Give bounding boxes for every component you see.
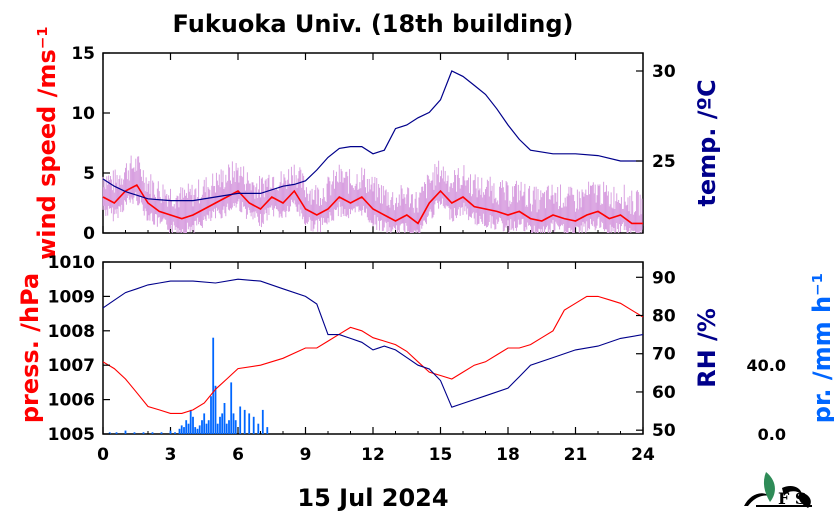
leaf-logo-icon: F S bbox=[744, 472, 812, 508]
precipitation-bar bbox=[234, 420, 237, 434]
humidity-axis-ticks: 50 60 70 80 90 bbox=[636, 268, 676, 441]
temperature-axis-label: temp. /ºC bbox=[693, 79, 721, 206]
time-tick-label: 18 bbox=[496, 445, 520, 465]
precipitation-bar bbox=[151, 432, 154, 434]
bottom-tick-marks bbox=[102, 262, 644, 434]
pressure-tick-label: 1008 bbox=[48, 322, 95, 342]
humidity-axis-label: RH /% bbox=[693, 308, 721, 388]
time-tick-label: 3 bbox=[165, 445, 177, 465]
temperature-axis-ticks: 25 30 bbox=[636, 62, 676, 172]
pressure-axis-ticks: 1005 1006 1007 1008 1009 1010 bbox=[48, 253, 110, 445]
precipitation-bar bbox=[212, 337, 215, 434]
chart-title: Fukuoka Univ. (18th building) bbox=[173, 10, 574, 38]
wind-tick-label: 10 bbox=[71, 104, 95, 124]
pressure-tick-label: 1007 bbox=[48, 356, 95, 376]
humidity-tick-label: 70 bbox=[652, 345, 676, 365]
pressure-tick-label: 1010 bbox=[48, 253, 95, 273]
humidity-line bbox=[102, 278, 644, 408]
precipitation-bar bbox=[210, 396, 212, 434]
precipitation-bar bbox=[248, 413, 251, 434]
time-tick-label: 21 bbox=[564, 445, 588, 465]
precipitation-bar bbox=[160, 432, 163, 434]
wind-axis-ticks: 0 5 10 15 bbox=[71, 44, 110, 244]
pressure-tick-label: 1005 bbox=[48, 425, 95, 445]
wind-raw-band bbox=[102, 155, 643, 233]
precipitation-bar bbox=[185, 420, 188, 434]
precipitation-bar bbox=[225, 423, 228, 434]
precipitation-bar bbox=[194, 427, 197, 434]
time-tick-label: 9 bbox=[300, 445, 312, 465]
humidity-tick-label: 60 bbox=[652, 383, 676, 403]
precipitation-bar bbox=[169, 430, 172, 434]
precipitation-bar bbox=[108, 432, 111, 434]
precipitation-bar bbox=[198, 425, 201, 434]
pressure-humidity-panel: 1005 1006 1007 1008 1009 1010 50 60 70 80 90 0 3 6 9… bbox=[16, 253, 834, 465]
precipitation-bar bbox=[124, 430, 127, 434]
wind-tick-label: 0 bbox=[83, 224, 95, 244]
precipitation-bar bbox=[183, 427, 185, 434]
precipitation-bar bbox=[232, 413, 235, 434]
precipitation-bar bbox=[189, 409, 192, 434]
precipitation-axis-label: pr. /mm h⁻¹ bbox=[808, 273, 834, 423]
wind-speed-line bbox=[102, 183, 643, 225]
precipitation-axis-ticks: 0.0 40.0 bbox=[747, 356, 786, 444]
precipitation-bar bbox=[228, 420, 230, 434]
pressure-line bbox=[102, 295, 644, 414]
precipitation-bar bbox=[219, 416, 221, 434]
svg-text:F S: F S bbox=[778, 489, 806, 508]
time-axis-ticks: 0 3 6 9 12 15 18 21 24 bbox=[97, 445, 655, 465]
precipitation-tick-label: 0.0 bbox=[758, 425, 786, 444]
precipitation-bar bbox=[201, 420, 203, 434]
precipitation-bar bbox=[142, 432, 145, 434]
temperature-tick-label: 30 bbox=[652, 62, 676, 82]
humidity-tick-label: 80 bbox=[652, 307, 676, 327]
precipitation-bar bbox=[192, 416, 194, 434]
time-tick-label: 0 bbox=[97, 445, 109, 465]
wind-tick-label: 15 bbox=[71, 44, 95, 64]
bottom-plot-frame bbox=[102, 261, 644, 435]
pressure-tick-label: 1009 bbox=[48, 287, 95, 307]
top-tick-marks bbox=[102, 53, 644, 233]
precipitation-bars bbox=[108, 337, 269, 434]
precipitation-bar bbox=[203, 413, 206, 434]
precipitation-bar bbox=[239, 406, 242, 434]
precipitation-bar bbox=[252, 416, 255, 434]
precipitation-bar bbox=[180, 425, 183, 434]
humidity-tick-label: 50 bbox=[652, 421, 676, 441]
precipitation-bar bbox=[221, 413, 224, 434]
time-tick-label: 6 bbox=[232, 445, 244, 465]
precipitation-bar bbox=[207, 420, 210, 434]
precipitation-bar bbox=[178, 428, 181, 434]
temperature-line bbox=[102, 70, 643, 202]
precipitation-bar bbox=[230, 382, 233, 434]
wind-temperature-panel: 0 5 10 15 25 30 wind speed /ms⁻¹ temp. /ºC bbox=[33, 26, 721, 260]
precipitation-bar bbox=[243, 409, 246, 434]
humidity-tick-label: 90 bbox=[652, 268, 676, 288]
precipitation-bar bbox=[216, 423, 219, 434]
time-tick-label: 15 bbox=[429, 445, 453, 465]
precipitation-bar bbox=[257, 423, 260, 434]
precipitation-bar bbox=[214, 385, 217, 434]
pressure-axis-label: press. /hPa bbox=[16, 273, 44, 423]
precipitation-bar bbox=[205, 423, 208, 434]
precipitation-bar bbox=[187, 423, 190, 434]
temperature-tick-label: 25 bbox=[652, 152, 676, 172]
precipitation-bar bbox=[133, 432, 136, 434]
time-tick-label: 12 bbox=[361, 445, 385, 465]
wind-tick-label: 5 bbox=[83, 164, 95, 184]
pressure-tick-label: 1006 bbox=[48, 391, 95, 411]
precipitation-tick-label: 40.0 bbox=[747, 356, 786, 375]
precipitation-bar bbox=[115, 432, 118, 434]
precipitation-bar bbox=[174, 432, 176, 434]
wind-axis-label: wind speed /ms⁻¹ bbox=[33, 26, 61, 260]
precipitation-bar bbox=[223, 403, 226, 434]
time-tick-label: 24 bbox=[631, 445, 655, 465]
date-label: 15 Jul 2024 bbox=[297, 484, 448, 512]
precipitation-bar bbox=[261, 409, 264, 434]
precipitation-bar bbox=[196, 428, 199, 434]
precipitation-bar bbox=[266, 427, 269, 434]
